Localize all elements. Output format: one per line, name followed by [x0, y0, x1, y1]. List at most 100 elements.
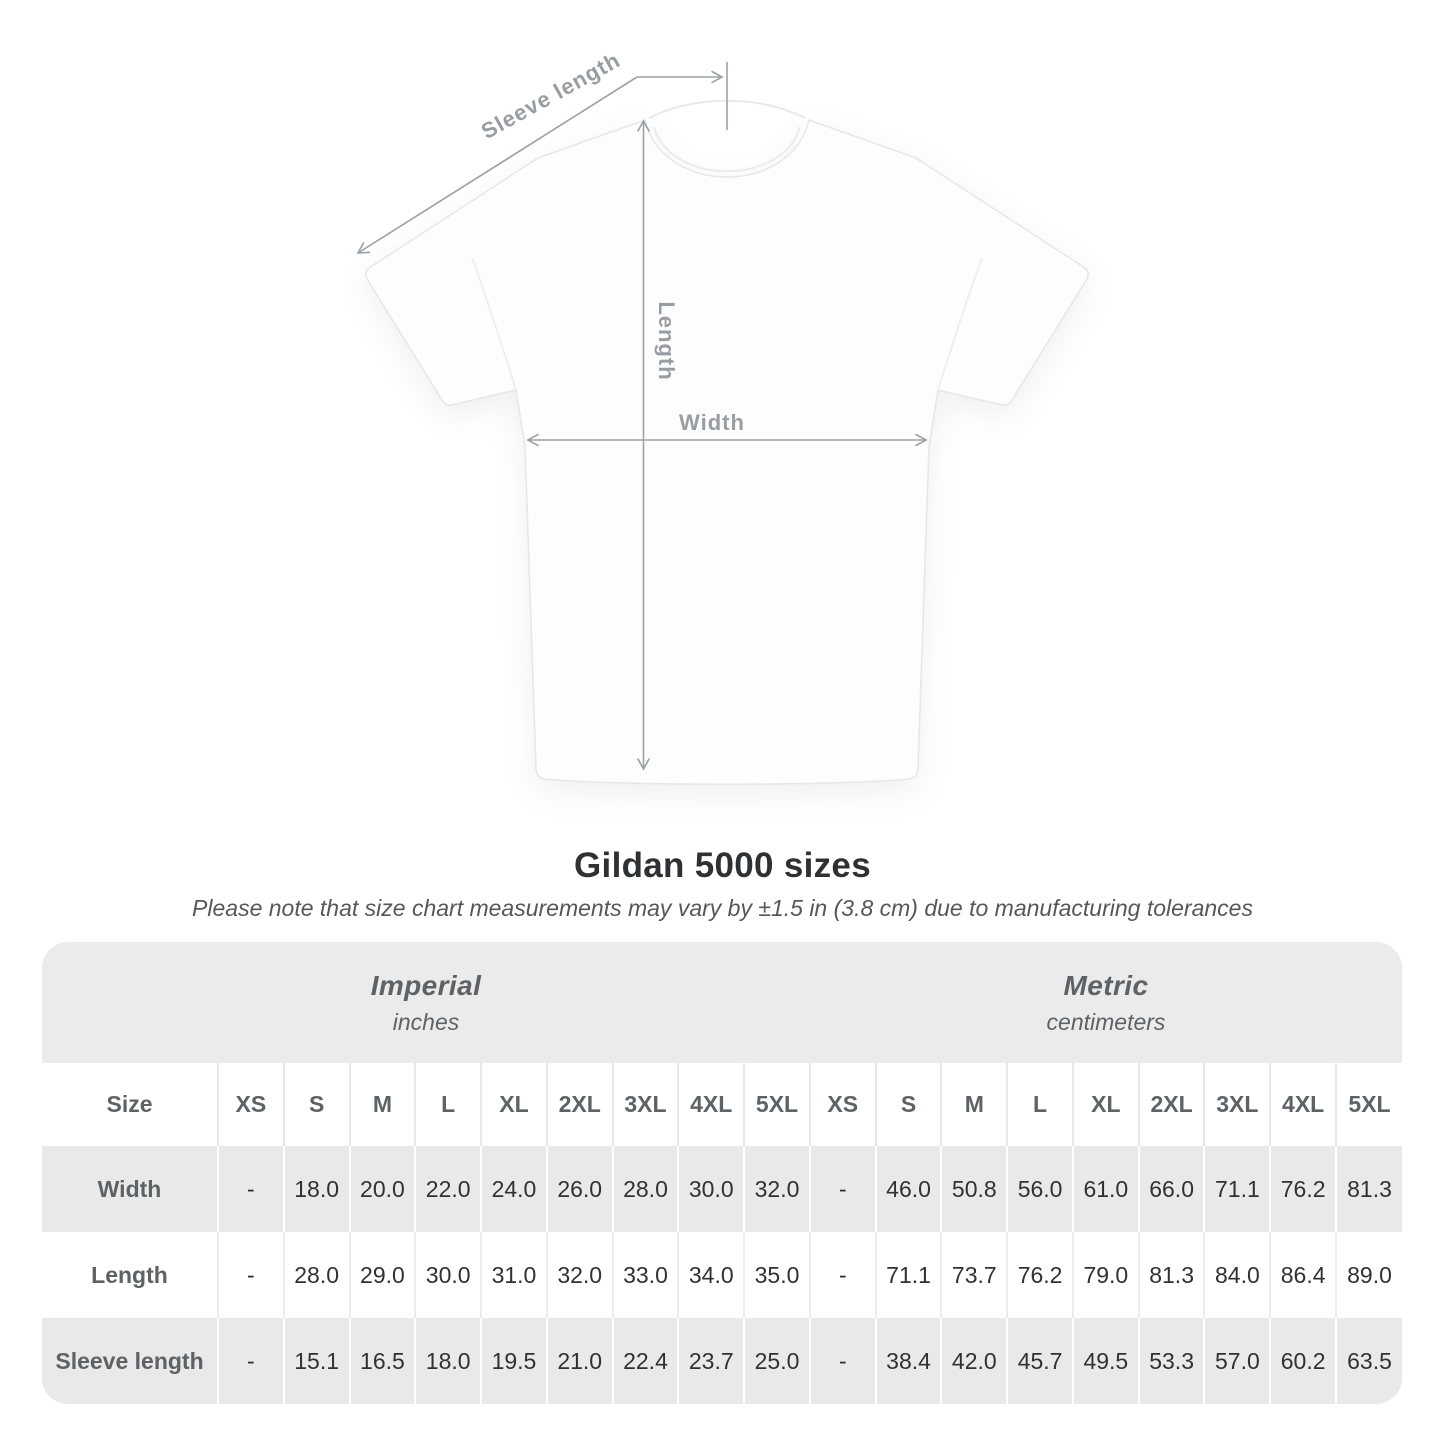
measurement-cell: 19.5	[480, 1318, 547, 1404]
measurement-cell: 63.5	[1335, 1318, 1402, 1404]
imperial-group-title: Imperial	[370, 969, 482, 1001]
measurement-cell: 34.0	[677, 1232, 745, 1318]
tshirt-silhouette	[365, 99, 1089, 786]
measurement-cell: 49.5	[1071, 1318, 1139, 1404]
measurement-cell: 71.1	[874, 1232, 942, 1318]
metric-group-unit: centimeters	[1046, 1008, 1166, 1035]
metric-group-title: Metric	[1063, 969, 1149, 1001]
column-header-metric-4xl: 4XL	[1269, 1063, 1337, 1146]
page-title: Gildan 5000 sizes	[574, 846, 871, 885]
measurement-cell: 32.0	[545, 1232, 613, 1318]
column-header-metric-xl: XL	[1071, 1063, 1139, 1146]
size-column-header: Size	[106, 1091, 153, 1117]
column-header-metric-2xl: 2XL	[1137, 1063, 1205, 1146]
measurement-cell: 76.2	[1269, 1146, 1337, 1232]
measurement-cell: 71.1	[1203, 1146, 1271, 1232]
imperial-group-unit: inches	[392, 1008, 460, 1035]
measurement-cell: 81.3	[1335, 1146, 1402, 1232]
right-sleeve-seam	[937, 257, 983, 391]
tshirt-measurement-diagram: Sleeve length Length Width	[356, 47, 1089, 786]
measurement-cell: 79.0	[1071, 1232, 1139, 1318]
tolerance-note: Please note that size chart measurements…	[192, 895, 1253, 921]
column-header-imperial-2xl: 2XL	[545, 1063, 613, 1146]
size-table-container: Imperial inches Metric centimeters Size X…	[42, 942, 1402, 1404]
measurement-cell: 38.4	[874, 1318, 942, 1404]
measurement-cell: 32.0	[743, 1146, 810, 1232]
measurement-cell: 22.4	[611, 1318, 679, 1404]
measurement-cell: 18.0	[282, 1146, 350, 1232]
row-label: Sleeve length	[55, 1347, 204, 1374]
measurement-cell: 18.0	[414, 1318, 482, 1404]
measurement-cell: 61.0	[1071, 1146, 1139, 1232]
measurement-cell: 24.0	[480, 1146, 547, 1232]
measurement-lines	[356, 62, 928, 771]
length-label: Length	[654, 301, 679, 381]
column-header-metric-5xl: 5XL	[1335, 1063, 1402, 1146]
metric-group-header: Metric centimeters	[810, 942, 1402, 1063]
measurement-cell: 28.0	[611, 1146, 679, 1232]
tshirt-outline	[365, 118, 1089, 786]
left-sleeve-seam	[471, 257, 517, 391]
column-header-metric-s: S	[874, 1063, 942, 1146]
measurement-cell: 15.1	[282, 1318, 350, 1404]
sleeve-length-measure-line	[356, 70, 724, 254]
column-header-metric-m: M	[940, 1063, 1008, 1146]
measurement-cell: 73.7	[940, 1232, 1008, 1318]
measurement-cell: 86.4	[1269, 1232, 1337, 1318]
measurement-cell: 66.0	[1137, 1146, 1205, 1232]
imperial-group-header: Imperial inches	[42, 942, 810, 1063]
measurement-cell: 50.8	[940, 1146, 1008, 1232]
column-header-imperial-xs: XS	[217, 1063, 284, 1146]
row-label: Width	[97, 1175, 162, 1202]
measurement-cell: 33.0	[611, 1232, 679, 1318]
column-header-imperial-4xl: 4XL	[677, 1063, 745, 1146]
measurement-cell: 76.2	[1006, 1232, 1073, 1318]
measurement-cell: 84.0	[1203, 1232, 1271, 1318]
measurement-cell: -	[217, 1318, 284, 1404]
measurement-cell: 53.3	[1137, 1318, 1205, 1404]
column-header-metric-3xl: 3XL	[1203, 1063, 1271, 1146]
column-header-metric-l: L	[1006, 1063, 1073, 1146]
measurement-row-sleeve-length: Sleeve length -15.1 16.5 18.0 19.5 21.0 22.4 23…	[42, 1318, 1402, 1404]
measurement-cell: 30.0	[677, 1146, 745, 1232]
measurement-cell: 57.0	[1203, 1318, 1271, 1404]
measurement-cell: 89.0	[1335, 1232, 1402, 1318]
measurement-cell: 56.0	[1006, 1146, 1073, 1232]
measurement-row-length: Length -28.0 29.0 30.0 31.0 32.0 33.0 34.0 35.0-…	[42, 1232, 1402, 1318]
measurement-cell: -	[217, 1146, 284, 1232]
measurement-cell: 45.7	[1006, 1318, 1073, 1404]
measurement-cell: 21.0	[545, 1318, 613, 1404]
measurement-cell: 22.0	[414, 1146, 482, 1232]
measurement-cell: 23.7	[677, 1318, 745, 1404]
measurement-cell: 60.2	[1269, 1318, 1337, 1404]
measurement-cell: 26.0	[545, 1146, 613, 1232]
measurement-cell: 25.0	[743, 1318, 810, 1404]
column-header-imperial-m: M	[348, 1063, 416, 1146]
width-label: Width	[679, 410, 745, 435]
measurement-cell: 42.0	[940, 1318, 1008, 1404]
measurement-cell: -	[808, 1318, 876, 1404]
column-header-imperial-xl: XL	[480, 1063, 547, 1146]
size-table: Size XS S M L XL 2XL 3XL 4XL 5XL XS S M L XL 2XL 3XL 4XL 5…	[42, 1063, 1402, 1404]
column-header-imperial-l: L	[414, 1063, 482, 1146]
measurement-cell: 29.0	[348, 1232, 416, 1318]
measurement-cell: 46.0	[874, 1146, 942, 1232]
size-table-body: Width -18.0 20.0 22.0 24.0 26.0 28.0 30.0 32.0-4…	[42, 1146, 1402, 1404]
row-label: Length	[91, 1261, 168, 1288]
column-header-metric-xs: XS	[808, 1063, 876, 1146]
measurement-cell: -	[808, 1232, 876, 1318]
measurement-cell: 35.0	[743, 1232, 810, 1318]
measurement-cell: -	[217, 1232, 284, 1318]
measurement-cell: 81.3	[1137, 1232, 1205, 1318]
measurement-cell: 16.5	[348, 1318, 416, 1404]
tshirt-image	[356, 62, 1089, 786]
measurement-cell: 20.0	[348, 1146, 416, 1232]
measurement-cell: 31.0	[480, 1232, 547, 1318]
unit-group-band: Imperial inches Metric centimeters	[42, 942, 1402, 1063]
column-header-imperial-5xl: 5XL	[743, 1063, 810, 1146]
measurement-cell: 30.0	[414, 1232, 482, 1318]
size-table-header-row: Size XS S M L XL 2XL 3XL 4XL 5XL XS S M L XL 2XL 3XL 4XL 5…	[42, 1063, 1402, 1146]
column-header-imperial-s: S	[282, 1063, 350, 1146]
measurement-cell: 28.0	[282, 1232, 350, 1318]
